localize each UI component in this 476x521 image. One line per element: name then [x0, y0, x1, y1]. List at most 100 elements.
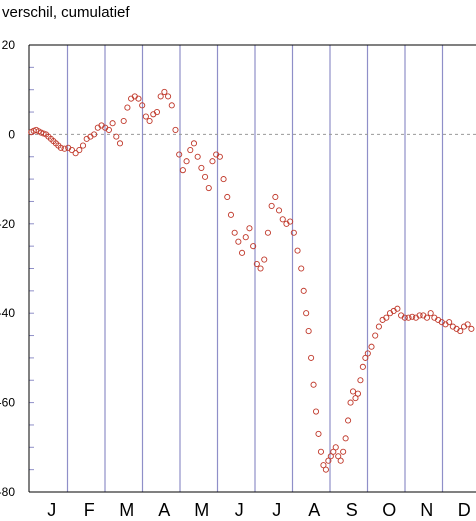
data-point — [227, 211, 235, 218]
data-point — [332, 444, 339, 451]
data-point — [165, 93, 172, 100]
y-tick-label: -80 — [0, 485, 15, 499]
x-tick-label: O — [382, 500, 396, 520]
data-point — [202, 173, 209, 180]
data-point — [298, 265, 305, 272]
data-point — [305, 328, 312, 335]
data-point — [303, 310, 310, 317]
data-point — [124, 104, 131, 111]
x-tick-label: A — [158, 500, 170, 520]
data-point — [300, 287, 307, 294]
y-axis-ticks: 20 0 -20 -40 -60 -80 — [0, 38, 15, 499]
data-point — [354, 390, 361, 397]
data-point — [290, 229, 297, 236]
data-point — [279, 216, 286, 223]
data-point — [198, 164, 205, 171]
data-point — [383, 314, 390, 321]
data-point — [220, 176, 227, 183]
chart-title: verschil, cumulatief — [2, 4, 130, 21]
data-point — [340, 448, 347, 455]
data-point — [427, 310, 434, 317]
y-tick-label: -20 — [0, 217, 15, 231]
data-point — [231, 229, 238, 236]
data-point — [139, 102, 146, 109]
data-point — [91, 131, 98, 138]
data-point — [257, 265, 264, 272]
data-point — [179, 167, 186, 174]
x-tick-label: J — [235, 500, 244, 520]
data-point — [172, 126, 179, 133]
data-point — [401, 314, 408, 321]
y-tick-label: 20 — [2, 38, 16, 52]
data-point — [446, 319, 453, 326]
data-point — [409, 313, 416, 320]
data-point — [135, 95, 142, 102]
data-point — [337, 457, 344, 464]
data-point — [423, 314, 431, 321]
data-point — [315, 430, 322, 437]
data-point — [242, 234, 249, 241]
data-point — [168, 102, 175, 109]
data-point — [362, 354, 369, 361]
data-point — [287, 218, 294, 225]
data-point — [327, 453, 334, 460]
data-point — [364, 350, 371, 357]
data-point — [153, 109, 161, 116]
data-point — [342, 435, 349, 442]
data-point — [105, 126, 112, 133]
data-point — [72, 150, 79, 157]
data-point — [261, 256, 268, 263]
data-point — [116, 140, 124, 147]
data-point — [464, 321, 471, 328]
data-point — [317, 448, 325, 455]
data-point — [468, 325, 475, 332]
data-point — [330, 448, 337, 455]
data-point — [157, 93, 164, 100]
data-point — [457, 328, 464, 335]
data-point — [253, 260, 260, 268]
data-point — [416, 312, 423, 319]
x-tick-label: D — [458, 500, 471, 520]
data-point — [335, 453, 342, 460]
data-point — [57, 144, 64, 151]
data-point — [224, 193, 231, 201]
month-gridlines — [29, 44, 476, 493]
data-point — [250, 243, 257, 250]
x-tick-label: J — [47, 500, 56, 520]
data-point — [190, 140, 198, 147]
x-tick-label: M — [119, 500, 134, 520]
plot-frame — [28, 44, 476, 493]
data-point — [308, 354, 315, 361]
y-tick-label: -60 — [0, 396, 15, 410]
x-tick-label: J — [272, 500, 281, 520]
data-point — [209, 158, 216, 165]
data-point — [205, 184, 212, 192]
data-point — [68, 146, 75, 154]
data-point — [235, 238, 242, 245]
x-tick-label: S — [346, 500, 358, 520]
data-point — [345, 417, 352, 424]
data-point — [61, 145, 68, 152]
data-point — [357, 377, 364, 384]
x-tick-label: F — [84, 500, 95, 520]
data-points — [28, 88, 475, 473]
data-point — [216, 153, 223, 160]
data-point — [183, 158, 190, 165]
data-point — [349, 388, 357, 395]
data-point — [368, 343, 375, 350]
data-point — [405, 314, 412, 321]
data-point — [76, 146, 83, 154]
x-tick-label: N — [420, 500, 433, 520]
data-point — [322, 466, 329, 473]
data-point — [109, 120, 116, 127]
data-point — [176, 151, 183, 158]
data-point — [268, 202, 275, 209]
data-point — [246, 225, 253, 232]
y-tick-label: -40 — [0, 306, 15, 320]
x-tick-label: M — [194, 500, 209, 520]
data-point — [272, 193, 279, 201]
data-point — [264, 229, 271, 236]
data-point — [312, 408, 320, 415]
